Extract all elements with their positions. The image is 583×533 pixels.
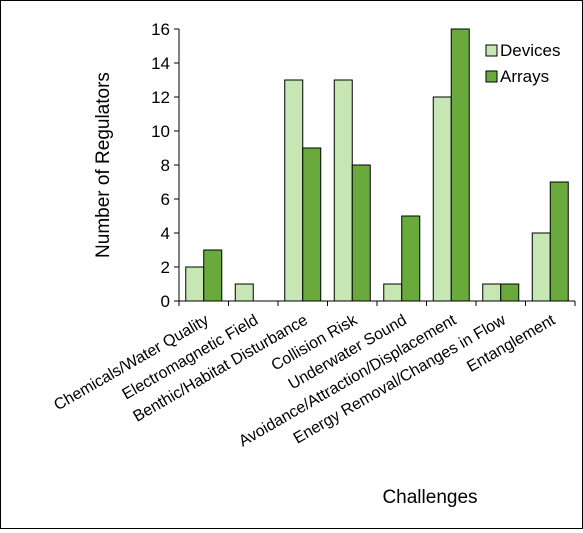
- y-tick-label: 12: [151, 88, 170, 107]
- bar-arrays: [351, 164, 371, 302]
- y-tick-label: 6: [161, 190, 170, 209]
- bar-devices: [234, 283, 254, 302]
- legend-swatch-arrays: [485, 70, 498, 83]
- bar-devices: [284, 79, 304, 302]
- bar-devices: [432, 96, 452, 302]
- bar-devices: [482, 283, 502, 302]
- y-tick-label: 0: [161, 292, 170, 311]
- y-tick-label: 8: [161, 156, 170, 175]
- y-tick-label: 16: [151, 20, 170, 39]
- bar-devices: [531, 232, 551, 302]
- y-tick-label: 14: [151, 54, 170, 73]
- bars: [185, 28, 569, 302]
- legend: Devices Arrays: [485, 41, 560, 86]
- legend-label-devices: Devices: [500, 41, 560, 60]
- bar-arrays: [450, 28, 470, 302]
- bar-devices: [185, 266, 205, 302]
- y-tick-label: 4: [161, 224, 170, 243]
- y-tick-label: 10: [151, 122, 170, 141]
- bar-arrays: [302, 147, 322, 302]
- legend-label-arrays: Arrays: [500, 67, 549, 86]
- bar-arrays: [500, 283, 520, 302]
- bar-arrays: [203, 249, 223, 302]
- x-axis-title: Challenges: [382, 487, 477, 508]
- y-tick-label: 2: [161, 258, 170, 277]
- y-axis-title: Number of Regulators: [93, 72, 114, 258]
- legend-swatch-devices: [485, 44, 498, 57]
- bar-arrays: [401, 215, 421, 302]
- bar-devices: [383, 283, 403, 302]
- bar-arrays: [549, 181, 569, 302]
- bar-devices: [333, 79, 353, 302]
